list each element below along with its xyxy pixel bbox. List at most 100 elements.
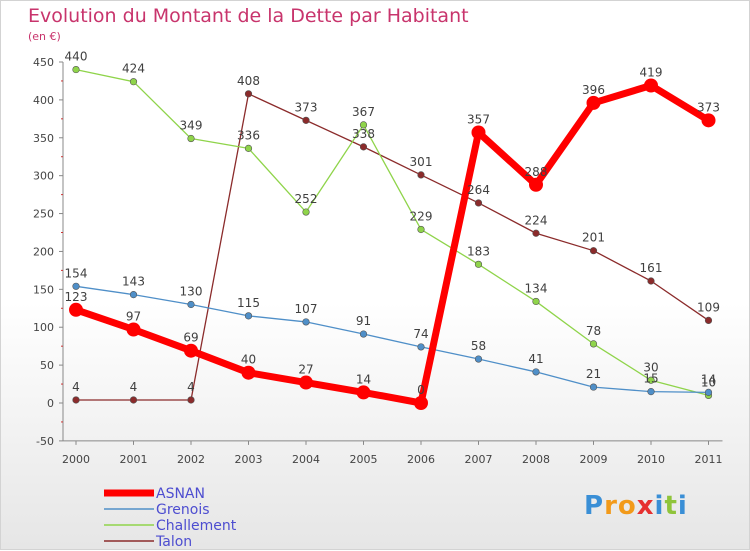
data-label: 161	[640, 261, 663, 275]
proxiti-logo: Proxiti	[584, 491, 688, 521]
series-line-asnan	[74, 81, 711, 407]
data-point	[359, 121, 368, 129]
x-tick-label: 2007	[465, 453, 493, 466]
logo-letter: i	[654, 491, 665, 521]
data-point	[474, 199, 483, 207]
data-point	[359, 143, 368, 151]
data-point	[589, 340, 598, 348]
x-tick-label: 2003	[235, 453, 263, 466]
data-point	[644, 78, 658, 93]
y-tick-label: 100	[33, 321, 54, 334]
data-label: 419	[640, 65, 663, 79]
y-tick-label: 250	[33, 208, 54, 221]
data-point	[241, 365, 256, 380]
logo-letter: o	[617, 491, 637, 521]
logo-letter: i	[677, 491, 688, 521]
data-point	[589, 383, 598, 391]
data-label: 143	[122, 275, 145, 289]
data-label: 224	[525, 213, 548, 227]
data-point	[471, 125, 486, 140]
data-label: 264	[467, 183, 490, 197]
data-label: 408	[237, 74, 260, 88]
data-label: 367	[352, 105, 375, 119]
data-point	[302, 208, 310, 216]
data-label: 357	[467, 112, 490, 126]
series-line-talon	[76, 93, 709, 401]
x-tick-label: 2008	[522, 453, 550, 466]
data-label: 134	[525, 281, 548, 295]
data-point	[532, 229, 540, 237]
data-label: 4	[187, 380, 195, 394]
series-line-grenois	[75, 285, 709, 394]
x-tick-label: 2009	[580, 453, 608, 466]
logo-letter: x	[636, 491, 655, 521]
data-point	[586, 95, 601, 110]
data-label: 338	[352, 127, 375, 141]
legend-label: Challement	[156, 518, 237, 534]
y-tick-label: -50	[36, 435, 54, 448]
x-tick-label: 2010	[637, 453, 665, 466]
data-point	[589, 247, 598, 255]
data-point	[356, 385, 371, 400]
data-label: 107	[295, 302, 318, 316]
data-label: 41	[528, 352, 543, 366]
data-point	[647, 376, 655, 384]
data-label: 229	[410, 209, 433, 223]
y-tick-label: 150	[33, 283, 54, 296]
data-point	[529, 177, 543, 192]
data-point	[72, 396, 80, 404]
series-line-challement	[75, 68, 709, 397]
data-point	[244, 90, 253, 98]
data-point	[129, 78, 138, 86]
x-tick-label: 2000	[62, 453, 90, 466]
data-point	[126, 322, 141, 337]
x-tick-label: 2006	[407, 453, 435, 466]
data-label: 40	[241, 353, 256, 367]
x-tick-label: 2004	[292, 453, 320, 466]
data-point	[532, 368, 540, 376]
data-point	[417, 171, 425, 179]
data-label: 14	[356, 372, 371, 386]
data-point	[474, 260, 483, 268]
data-label: 97	[126, 309, 141, 323]
data-label: 440	[65, 50, 88, 64]
y-tick-label: 400	[33, 94, 54, 107]
x-tick-label: 2011	[695, 453, 723, 466]
data-label: 201	[582, 231, 605, 245]
data-point	[244, 312, 253, 320]
y-tick-label: 300	[33, 170, 54, 183]
data-label: 115	[237, 296, 260, 310]
data-label: 10	[701, 375, 716, 389]
data-label: 123	[65, 290, 88, 304]
data-label: 4	[72, 380, 80, 394]
data-label: 91	[356, 314, 371, 328]
y-tick-label: 200	[33, 245, 54, 258]
logo-letter: P	[584, 491, 605, 521]
data-point	[244, 144, 253, 152]
data-label: 30	[643, 360, 658, 374]
data-label: 109	[697, 300, 720, 314]
data-label: 130	[180, 284, 203, 298]
legend-label: Talon	[155, 534, 192, 550]
data-label: 301	[410, 155, 433, 169]
y-tick-label: 0	[47, 397, 54, 410]
data-point	[417, 343, 425, 351]
logo-letter: t	[664, 491, 678, 521]
data-point	[69, 302, 83, 317]
data-point	[704, 388, 713, 396]
data-label: 21	[586, 367, 601, 381]
x-tick-label: 2001	[120, 453, 148, 466]
data-point	[647, 277, 655, 285]
data-label: 373	[697, 100, 720, 114]
data-label: 15	[643, 372, 658, 386]
chart-title: Evolution du Montant de la Dette par Hab…	[28, 5, 469, 27]
data-label: 396	[582, 83, 605, 97]
data-label: 78	[586, 324, 601, 338]
data-point	[704, 316, 713, 325]
x-tick-label: 2002	[177, 453, 205, 466]
data-point	[299, 375, 313, 390]
data-point	[701, 113, 716, 128]
data-label: 336	[237, 128, 260, 142]
data-point	[647, 388, 655, 396]
